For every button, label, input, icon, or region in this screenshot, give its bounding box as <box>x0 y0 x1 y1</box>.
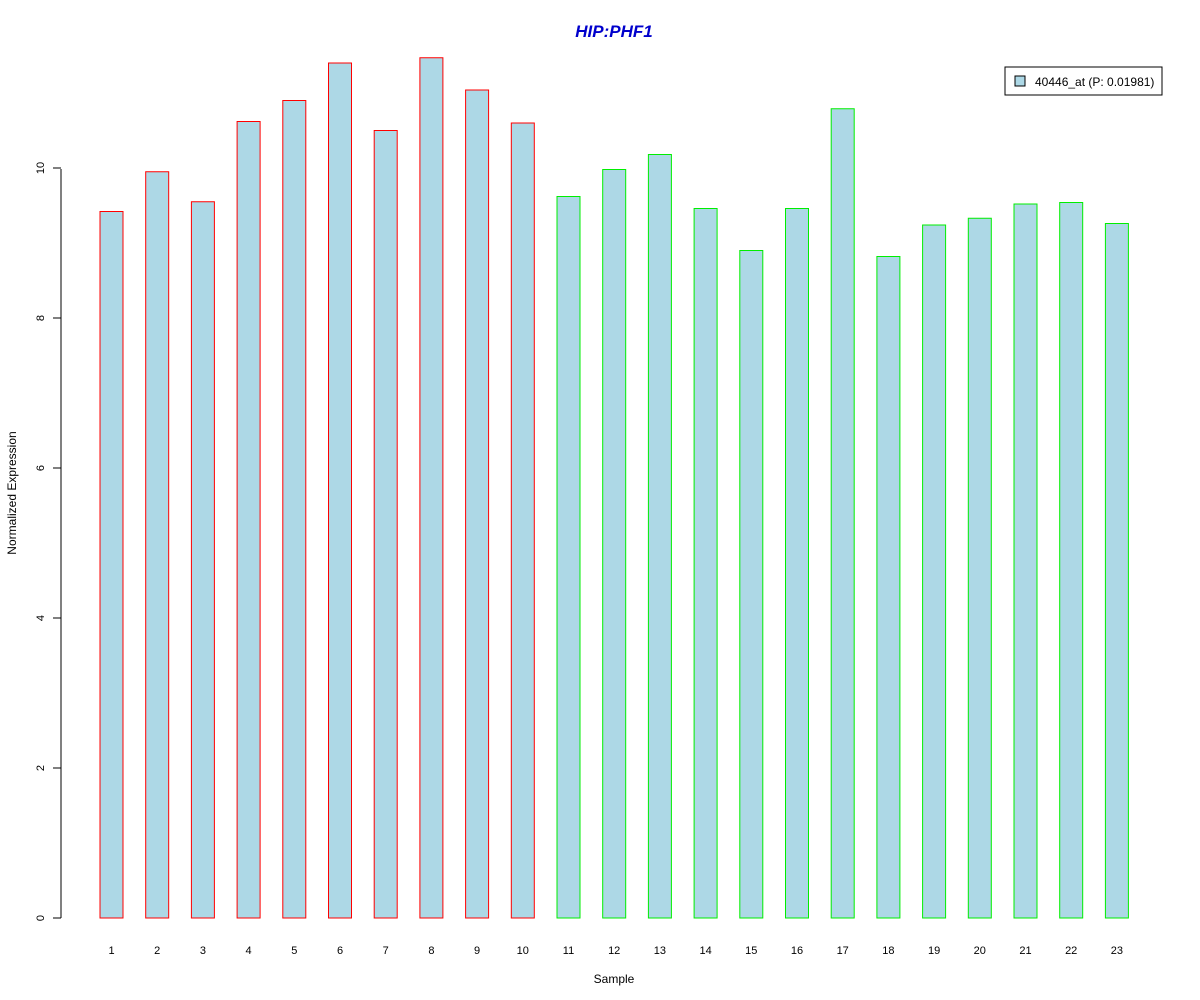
bar-sample-3 <box>190 201 215 919</box>
y-tick-label: 8 <box>35 315 47 321</box>
y-axis-label: Normalized Expression <box>5 431 19 554</box>
x-tick-label: 19 <box>928 945 940 957</box>
x-axis-tick-labels: 1 2 3 4 5 6 7 8 9 10 11 12 13 14 15 16 17 18 19 20 21 22 23 <box>108 945 1123 957</box>
x-tick-label: 16 <box>791 945 803 957</box>
x-tick-label: 12 <box>608 945 620 957</box>
x-tick-label: 13 <box>654 945 666 957</box>
x-tick-label: 1 <box>108 945 114 957</box>
x-tick-label: 5 <box>291 945 297 957</box>
x-tick-label: 20 <box>974 945 986 957</box>
bar-sample-22 <box>1059 202 1084 919</box>
bar-sample-17 <box>830 108 855 919</box>
bar-sample-19 <box>922 224 947 919</box>
x-tick-label: 18 <box>882 945 894 957</box>
y-tick-label: 4 <box>35 615 47 621</box>
x-tick-label: 9 <box>474 945 480 957</box>
x-tick-label: 10 <box>517 945 529 957</box>
y-tick-label: 10 <box>35 162 47 174</box>
x-tick-label: 11 <box>563 945 574 957</box>
x-tick-label: 3 <box>200 945 206 957</box>
x-tick-label: 14 <box>699 945 711 957</box>
bar-sample-18 <box>876 256 901 919</box>
bar-sample-13 <box>647 154 672 919</box>
bar-sample-21 <box>1013 203 1038 919</box>
x-tick-label: 6 <box>337 945 343 957</box>
x-tick-label: 4 <box>246 945 252 957</box>
bar-sample-11 <box>556 196 581 919</box>
y-tick-label: 0 <box>35 915 47 921</box>
x-tick-label: 17 <box>837 945 849 957</box>
x-tick-label: 15 <box>745 945 757 957</box>
x-tick-label: 21 <box>1019 945 1031 957</box>
bar-sample-12 <box>602 169 627 919</box>
legend-box <box>1004 66 1163 96</box>
x-tick-label: 7 <box>383 945 389 957</box>
bar-sample-8 <box>419 57 444 919</box>
bar-sample-5 <box>282 100 307 919</box>
bar-sample-23 <box>1104 223 1129 919</box>
bar-sample-7 <box>373 130 398 919</box>
y-tick-label: 6 <box>35 465 47 471</box>
legend: 40446_at (P: 0.01981) <box>1004 66 1163 96</box>
x-tick-label: 22 <box>1065 945 1077 957</box>
chart-title: HIP:PHF1 <box>575 22 652 41</box>
x-tick-label: 2 <box>154 945 160 957</box>
bar-sample-1 <box>99 211 124 919</box>
bars-group <box>99 57 1129 919</box>
bar-sample-2 <box>145 171 170 919</box>
bar-sample-16 <box>785 208 809 919</box>
bar-sample-4 <box>236 121 261 919</box>
y-axis-ticks: 0 2 4 6 8 10 <box>35 162 61 921</box>
legend-label: 40446_at (P: 0.01981) <box>1035 75 1154 89</box>
y-tick-label: 2 <box>35 765 47 771</box>
bar-sample-6 <box>328 62 352 919</box>
bar-sample-14 <box>693 208 718 919</box>
bar-sample-20 <box>967 217 992 919</box>
bar-sample-15 <box>739 250 764 919</box>
legend-swatch <box>1014 75 1026 87</box>
bar-sample-10 <box>510 122 535 919</box>
bar-sample-9 <box>465 89 490 919</box>
x-tick-label: 8 <box>428 945 434 957</box>
x-axis-label: Sample <box>594 972 635 986</box>
x-tick-label: 23 <box>1111 945 1123 957</box>
